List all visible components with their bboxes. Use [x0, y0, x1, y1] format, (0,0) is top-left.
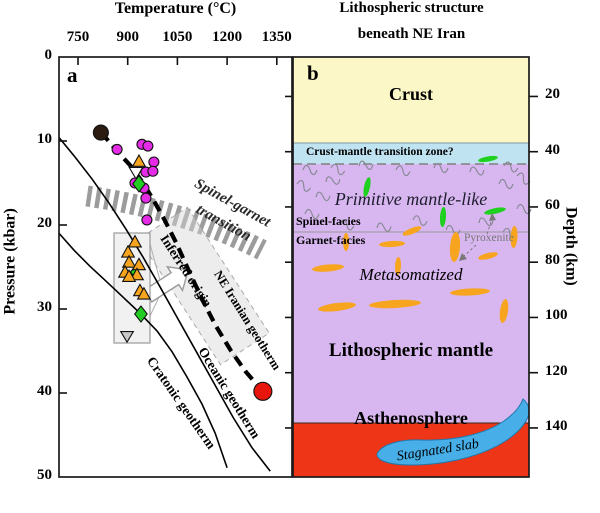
callout-leader-top	[149, 243, 162, 285]
squiggle-symbol	[304, 208, 320, 220]
squiggle-symbol	[376, 222, 392, 232]
marker-magenta-circles	[148, 156, 160, 168]
layer-crust-mantle-transition	[293, 143, 529, 164]
squiggle-symbol	[516, 172, 531, 185]
orange-metasomatized-lens	[402, 226, 422, 236]
marker-magenta-circles	[141, 214, 153, 226]
squiggle-symbol	[469, 166, 485, 176]
marker-orange-triangles	[121, 268, 137, 282]
squiggle-symbol	[296, 180, 311, 192]
orange-metasomatized-lens	[318, 302, 356, 312]
marker-magenta-circles	[111, 143, 123, 155]
squiggle-symbol	[395, 165, 411, 177]
squiggle-symbol	[478, 217, 494, 227]
marker-dark-circle	[92, 124, 109, 141]
orange-metasomatized-lens	[343, 233, 349, 251]
squiggle-symbol	[503, 161, 519, 173]
squiggle-symbol	[412, 215, 428, 226]
spinel-garnet-transition-band	[85, 185, 267, 260]
squiggle-symbol	[330, 163, 346, 176]
squiggle-symbol	[302, 164, 318, 176]
pyroxenite-arrowhead-down	[459, 253, 467, 261]
orange-metasomatized-lens	[394, 257, 402, 275]
squiggle-symbol	[498, 178, 514, 190]
marker-orange-triangles	[131, 257, 147, 271]
orange-metasomatized-lens	[379, 240, 405, 248]
marker-magenta-circles	[142, 140, 154, 152]
marker-green-diamonds	[132, 174, 146, 193]
marker-orange-triangles	[136, 286, 152, 300]
orange-metasomatized-lens	[510, 226, 518, 248]
orange-metasomatized-lens	[312, 264, 344, 272]
marker-magenta-circles	[140, 192, 152, 204]
orange-metasomatized-lens	[499, 299, 509, 323]
squiggle-symbol	[325, 176, 341, 185]
green-pyroxenite-lens	[439, 207, 447, 227]
squiggle-symbol	[339, 219, 355, 231]
layer-crust	[293, 57, 529, 143]
marker-magenta-circles	[147, 165, 159, 177]
marker-orange-triangles	[131, 153, 147, 167]
squiggle-symbol	[433, 162, 449, 174]
panel-a-border	[58, 56, 293, 478]
squiggle-symbol	[315, 191, 331, 202]
curve-cratonic-geotherm	[58, 232, 228, 469]
marker-gray-triangle	[119, 330, 135, 344]
orange-metasomatized-lens	[478, 252, 498, 260]
panel-b-border	[292, 56, 530, 478]
inferred-origin-box	[138, 206, 270, 366]
green-pyroxenite-lens	[484, 207, 506, 215]
orange-metasomatized-lens	[369, 299, 421, 309]
marker-red-circle	[253, 381, 273, 401]
marker-orange-triangles	[121, 254, 137, 268]
green-pyroxenite-lens	[478, 155, 498, 163]
orange-metasomatized-lens	[450, 288, 490, 296]
marker-green-diamonds	[134, 305, 148, 323]
orange-metasomatized-lens	[449, 232, 461, 262]
marker-orange-triangles	[127, 234, 143, 248]
green-pyroxenite-lens	[363, 177, 371, 197]
pyroxenite-arrowhead-up	[489, 213, 496, 221]
squiggle-symbol	[358, 160, 374, 170]
layer-lithospheric-mantle	[293, 164, 529, 423]
marker-orange-triangles	[129, 267, 145, 281]
marker-open-triangle	[128, 166, 144, 180]
curve-ne-iranian-geotherm	[99, 131, 265, 393]
curve-oceanic-geotherm	[58, 137, 271, 472]
